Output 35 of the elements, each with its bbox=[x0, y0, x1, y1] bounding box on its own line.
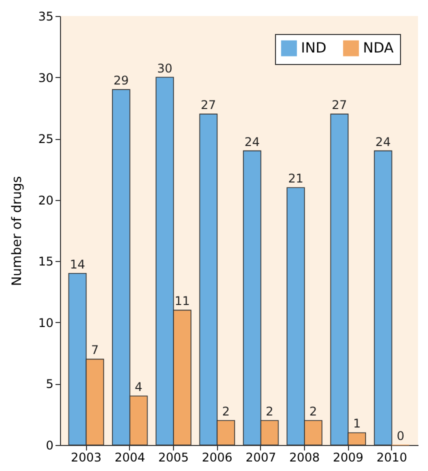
y-tick-label: 30 bbox=[38, 70, 54, 85]
x-tick-label: 2006 bbox=[202, 450, 232, 464]
y-axis-title: Number of drugs bbox=[10, 176, 26, 286]
data-label: 0 bbox=[396, 429, 404, 443]
data-label: 27 bbox=[332, 98, 348, 112]
data-label: 2 bbox=[266, 404, 274, 418]
data-label: 7 bbox=[91, 343, 99, 358]
data-label: 24 bbox=[244, 134, 260, 149]
data-label: 30 bbox=[157, 61, 172, 76]
legend-label: IND bbox=[301, 40, 326, 56]
y-tick-label: 20 bbox=[38, 193, 54, 208]
x-tick-label: 2005 bbox=[158, 450, 189, 464]
y-tick-label: 5 bbox=[46, 377, 54, 392]
x-tick-label: 2007 bbox=[246, 450, 276, 464]
x-tick-label: 2003 bbox=[70, 450, 102, 464]
data-label: 21 bbox=[288, 172, 304, 186]
y-tick-label: 35 bbox=[38, 10, 54, 24]
data-label: 14 bbox=[70, 257, 86, 272]
y-tick-label: 15 bbox=[38, 254, 54, 269]
x-tick-label: 2009 bbox=[332, 450, 364, 464]
data-label: 1 bbox=[353, 416, 361, 431]
y-tick-label: 25 bbox=[38, 132, 54, 146]
x-tick-label: 2010 bbox=[376, 450, 408, 464]
data-label: 27 bbox=[200, 98, 216, 112]
y-tick-label: 0 bbox=[46, 438, 54, 452]
data-label: 2 bbox=[309, 404, 318, 418]
data-label: 24 bbox=[375, 134, 391, 149]
data-label: 2 bbox=[222, 404, 230, 418]
x-tick-label: 2008 bbox=[289, 450, 320, 464]
data-label: 29 bbox=[113, 74, 129, 88]
legend-label: NDA bbox=[363, 40, 394, 56]
data-label: 11 bbox=[174, 294, 190, 308]
x-tick-label: 2004 bbox=[114, 450, 146, 464]
y-tick-label: 10 bbox=[38, 316, 54, 330]
data-label: 4 bbox=[134, 380, 142, 394]
